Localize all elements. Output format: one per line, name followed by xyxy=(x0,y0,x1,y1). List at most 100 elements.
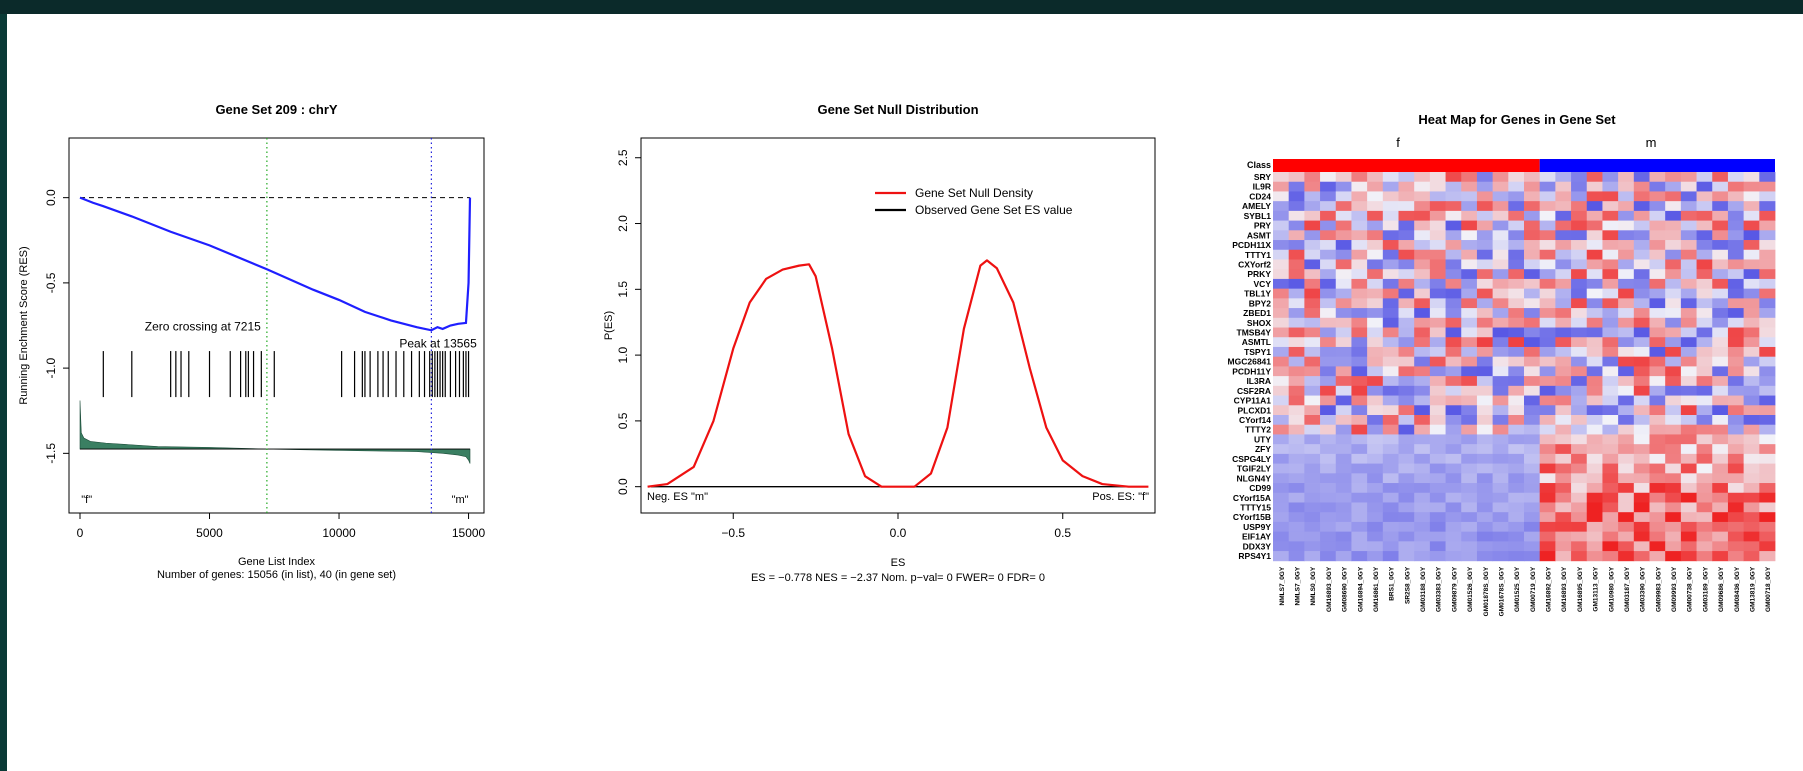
heatmap-cell xyxy=(1382,181,1399,192)
heatmap-cell xyxy=(1649,337,1666,348)
gene-row-label: CSPG4LY xyxy=(1232,454,1271,464)
heatmap-cell xyxy=(1524,453,1541,464)
heatmap-cell xyxy=(1382,492,1399,503)
heatmap-cell xyxy=(1571,492,1588,503)
heatmap-cell xyxy=(1414,541,1431,552)
heatmap-cell xyxy=(1649,278,1666,290)
heatmap-cell xyxy=(1273,201,1290,212)
heatmap-cell xyxy=(1759,376,1776,387)
sample-column-label: GM13113_0GY xyxy=(1593,566,1600,611)
heatmap-cell xyxy=(1351,269,1368,280)
heatmap-cell xyxy=(1759,172,1776,183)
heatmap-cell xyxy=(1712,541,1729,552)
heatmap-cell xyxy=(1524,551,1541,562)
heatmap-cell xyxy=(1555,356,1572,367)
heatmap-cell xyxy=(1727,210,1745,221)
gene-row-label: VCY xyxy=(1254,279,1272,289)
heatmap-cell xyxy=(1304,502,1321,513)
heatmap-cell xyxy=(1414,230,1431,241)
heatmap-cell xyxy=(1696,346,1713,358)
heatmap-cell xyxy=(1335,278,1352,290)
heatmap-cell xyxy=(1476,405,1494,416)
heatmap-cell xyxy=(1398,356,1415,367)
heatmap-cell xyxy=(1618,220,1635,231)
heatmap-cell xyxy=(1398,230,1415,241)
heatmap-cell xyxy=(1320,269,1337,280)
heatmap-cell xyxy=(1539,220,1556,231)
heatmap-cell xyxy=(1461,463,1478,474)
neg-es-label: Neg. ES "m" xyxy=(647,491,708,503)
heatmap-cell xyxy=(1398,308,1415,319)
heatmap-cell xyxy=(1445,298,1462,309)
heatmap-cell xyxy=(1712,415,1729,426)
heatmap-cell xyxy=(1602,230,1619,241)
heatmap-cell xyxy=(1398,181,1415,192)
heatmap-cell xyxy=(1759,249,1776,260)
heatmap-cell xyxy=(1382,444,1399,455)
heatmap-cell xyxy=(1492,210,1509,221)
heatmap-cell xyxy=(1727,415,1745,426)
heatmap-cell xyxy=(1665,483,1682,494)
heatmap-cell xyxy=(1555,259,1572,270)
heatmap-cell xyxy=(1288,376,1305,387)
heatmap-cell xyxy=(1382,201,1399,212)
heatmap-cell xyxy=(1633,278,1650,290)
heatmap-cell xyxy=(1759,220,1776,231)
heatmap-cell xyxy=(1382,473,1399,484)
heatmap-cell xyxy=(1382,269,1399,280)
class-bar-m xyxy=(1539,159,1775,172)
heatmap-cell xyxy=(1367,210,1384,221)
gene-row-label: CYorf14 xyxy=(1239,415,1271,425)
heatmap-cell xyxy=(1476,191,1494,202)
heatmap-cell xyxy=(1586,308,1603,319)
heatmap-cell xyxy=(1618,502,1635,513)
heatmap-cell xyxy=(1649,201,1666,212)
heatmap-cell xyxy=(1649,483,1666,494)
heatmap-cell xyxy=(1539,473,1556,484)
heatmap-cell xyxy=(1445,385,1462,396)
heatmap-cell xyxy=(1476,376,1494,387)
heatmap-cell xyxy=(1586,298,1603,309)
heatmap-cell xyxy=(1351,483,1368,494)
heatmap-cell xyxy=(1586,551,1603,562)
heatmap-cell xyxy=(1524,531,1541,542)
heatmap-cell xyxy=(1743,191,1760,202)
heatmap-cell xyxy=(1398,337,1415,348)
heatmap-cell xyxy=(1586,424,1603,435)
heatmap-cell xyxy=(1288,288,1305,299)
heatmap-cell xyxy=(1461,395,1478,406)
heatmap-cell xyxy=(1492,288,1509,299)
heatmap-cell xyxy=(1571,269,1588,280)
heatmap-cell xyxy=(1351,298,1368,309)
heatmap-cell xyxy=(1414,317,1431,328)
heatmap-cell xyxy=(1445,230,1462,241)
heatmap-cell xyxy=(1712,278,1729,290)
heatmap-cell xyxy=(1759,531,1776,542)
heatmap-cell xyxy=(1712,181,1729,192)
heatmap-cell xyxy=(1727,405,1745,416)
heatmap-cell xyxy=(1743,395,1760,406)
heatmap-cell xyxy=(1602,492,1619,503)
heatmap-cell xyxy=(1665,512,1682,523)
heatmap-cell xyxy=(1633,366,1650,377)
heatmap-cell xyxy=(1618,308,1635,319)
heatmap-cell xyxy=(1445,181,1462,192)
heatmap-cell xyxy=(1288,298,1305,309)
heatmap-cell xyxy=(1476,308,1494,319)
heatmap-cell xyxy=(1320,366,1337,377)
heatmap-cell xyxy=(1429,415,1446,426)
heatmap-cell xyxy=(1571,240,1588,251)
heatmap-cell xyxy=(1602,327,1619,338)
heatmap-cell xyxy=(1508,376,1525,387)
heatmap-cell xyxy=(1273,288,1290,299)
heatmap-cell xyxy=(1445,512,1462,523)
heatmap-cell xyxy=(1618,483,1635,494)
heatmap-cell xyxy=(1618,269,1635,280)
heatmap-cell xyxy=(1367,463,1384,474)
heatmap-cell xyxy=(1304,473,1321,484)
heatmap-cell xyxy=(1633,521,1650,533)
heatmap-cell xyxy=(1571,424,1588,435)
heatmap-cell xyxy=(1508,269,1525,280)
heatmap-cell xyxy=(1743,308,1760,319)
heatmap-cell xyxy=(1586,521,1603,533)
